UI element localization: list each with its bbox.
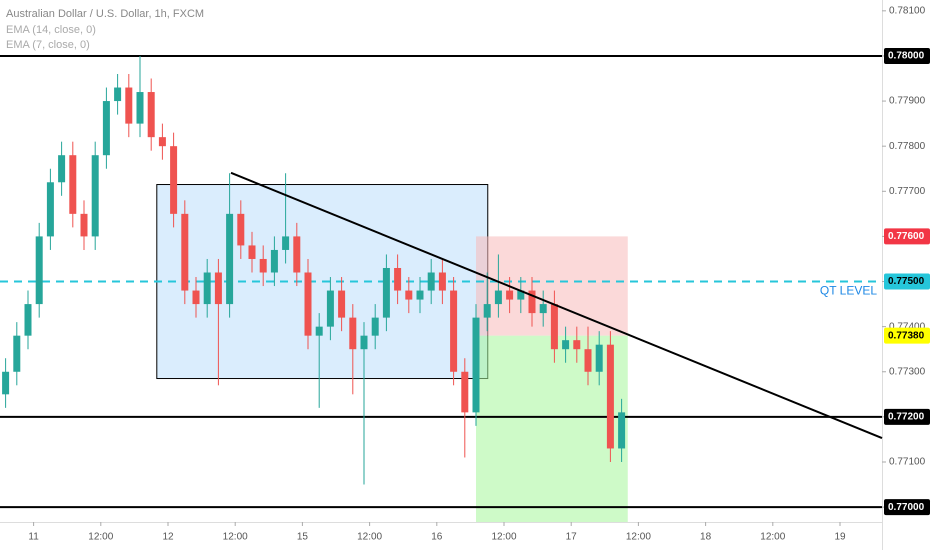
candle-body: [214, 272, 222, 305]
x-tick-label: 12:00: [626, 532, 651, 543]
y-tick-label: 0.77800: [889, 141, 926, 152]
price-label: 0.77000: [888, 502, 925, 513]
x-tick-label: 12:00: [88, 532, 113, 543]
candle-body: [494, 290, 502, 305]
x-tick-label: 15: [297, 532, 309, 543]
candle-body: [69, 155, 77, 214]
y-tick-label: 0.78100: [889, 5, 926, 16]
y-tick-label: 0.77900: [889, 96, 926, 107]
price-label-box: [884, 228, 930, 245]
candle-body: [371, 317, 379, 336]
candle-body: [506, 290, 514, 300]
candle-body: [35, 236, 43, 305]
candle-body: [562, 340, 570, 350]
price-label-box: [884, 499, 930, 516]
legend-entry: EMA (14, close, 0): [6, 24, 96, 36]
price-label-box: [884, 327, 930, 344]
candle-body: [248, 245, 256, 259]
candle-body: [259, 258, 267, 273]
y-tick-label: 0.77700: [889, 186, 926, 197]
x-tick-label: 12:00: [357, 532, 382, 543]
candle-body: [584, 349, 592, 372]
x-tick-label: 19: [834, 532, 846, 543]
candle-body: [147, 92, 155, 138]
candle-body: [203, 272, 211, 305]
candle-body: [136, 92, 144, 124]
price-label: 0.77200: [888, 412, 925, 423]
candle-body: [461, 371, 469, 413]
x-tick-label: 12: [162, 532, 174, 543]
candle-body: [394, 267, 402, 291]
candle-body: [24, 304, 32, 336]
price-label: 0.77380: [888, 330, 925, 341]
candle-body: [326, 290, 334, 327]
candle-body: [606, 344, 614, 449]
candle-body: [416, 290, 424, 300]
candle-body: [472, 317, 480, 413]
chart-title: Australian Dollar / U.S. Dollar, 1h, FXC…: [6, 8, 204, 20]
candle-body: [170, 146, 178, 214]
candle-body: [618, 412, 626, 449]
candle-body: [573, 340, 581, 350]
candle-body: [360, 335, 368, 350]
x-tick-label: 12:00: [491, 532, 516, 543]
x-tick-label: 12:00: [223, 532, 248, 543]
candle-body: [539, 304, 547, 314]
candle-body: [2, 371, 10, 395]
candle-body: [450, 290, 458, 372]
price-label: 0.77600: [888, 231, 925, 242]
candle-body: [270, 249, 278, 273]
plot: [0, 54, 883, 522]
y-tick-label: 0.77300: [889, 366, 926, 377]
candle-body: [91, 155, 99, 237]
candle-body: [405, 290, 413, 300]
candle-body: [80, 213, 88, 237]
candle-body: [304, 272, 312, 336]
candle-body: [46, 182, 54, 237]
candle-body: [293, 236, 301, 273]
price-label-box: [884, 408, 930, 425]
candle-body: [517, 290, 525, 300]
candle-body: [528, 290, 536, 314]
x-tick-label: 12:00: [760, 532, 785, 543]
price-label-box: [884, 273, 930, 290]
price-label: 0.77500: [888, 276, 925, 287]
candle-body: [125, 87, 133, 124]
y-tick-label: 0.77100: [889, 457, 926, 468]
zone: [476, 335, 628, 522]
candle-body: [192, 290, 200, 305]
candle-body: [550, 304, 558, 350]
x-tick-label: 11: [28, 532, 39, 543]
candle-body: [237, 213, 245, 246]
candle-body: [181, 213, 189, 291]
candle-body: [158, 137, 166, 147]
candle-body: [438, 272, 446, 291]
price-label-box: [884, 47, 930, 64]
candle-body: [282, 236, 290, 250]
price-label: 0.78000: [888, 51, 925, 62]
trendline: [230, 171, 883, 440]
annotation: QT LEVEL: [820, 284, 877, 298]
x-tick-label: 17: [566, 532, 578, 543]
candle-body: [338, 290, 346, 318]
y-tick-label: 0.77400: [889, 321, 926, 332]
legend-entry: EMA (7, close, 0): [6, 39, 90, 51]
candle-body: [483, 304, 491, 318]
candle-body: [114, 87, 122, 102]
candle-body: [315, 326, 323, 336]
candle-body: [226, 213, 234, 305]
candle-body: [349, 317, 357, 350]
candle-body: [58, 155, 66, 183]
candle-body: [382, 267, 390, 318]
x-tick-label: 18: [700, 532, 712, 543]
x-tick-label: 16: [431, 532, 443, 543]
candle-body: [102, 101, 110, 156]
candle-body: [595, 344, 603, 372]
candle-body: [427, 272, 435, 291]
candle-body: [13, 335, 21, 372]
